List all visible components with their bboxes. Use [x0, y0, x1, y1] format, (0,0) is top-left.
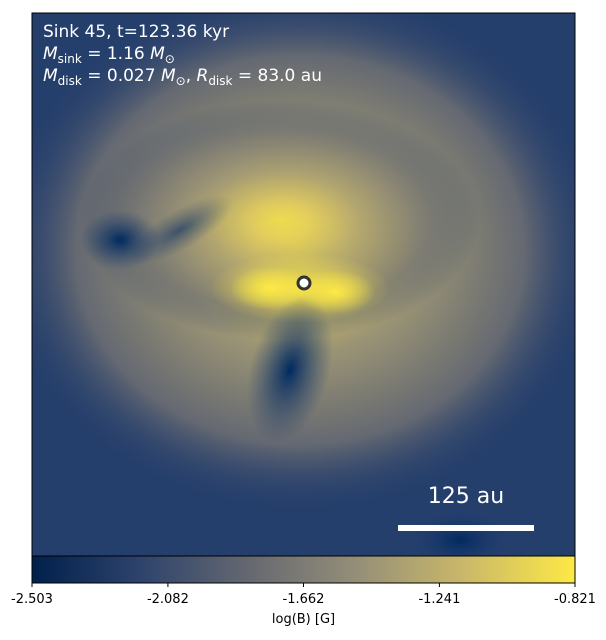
- annotation-part: disk: [208, 74, 232, 88]
- colorbar-tick-label: -2.503: [11, 592, 53, 607]
- annotation-part: = 1.16: [82, 44, 150, 64]
- annotation-part: = 83.0 au: [232, 66, 322, 86]
- annotation-part: = 0.027: [82, 66, 161, 86]
- colorbar: [31, 555, 576, 584]
- sink-marker: [296, 275, 312, 291]
- colorbar-tick-label: -1.662: [283, 592, 325, 607]
- annotation-part: disk: [58, 74, 82, 88]
- colorbar-tick-label: -0.821: [554, 592, 596, 607]
- annotation-part: M: [161, 66, 176, 86]
- annotation-part: Sink 45, t=123.36 kyr: [43, 22, 229, 42]
- annotation-part: ⊙: [176, 74, 186, 88]
- field-map: [32, 13, 575, 556]
- annotation-part: ⊙: [165, 52, 175, 66]
- colorbar-label: log(B) [G]: [272, 612, 335, 627]
- colorbar-tick-label: -2.082: [147, 592, 189, 607]
- annotation: Msink = 1.16 M⊙: [43, 44, 175, 66]
- colorbar-tick-label: -1.241: [418, 592, 460, 607]
- annotation-part: M: [43, 44, 58, 64]
- annotation: Mdisk = 0.027 M⊙, Rdisk = 83.0 au: [43, 66, 322, 88]
- annotation-part: ,: [186, 66, 197, 86]
- annotation-part: sink: [58, 52, 82, 66]
- annotation: Sink 45, t=123.36 kyr: [43, 22, 229, 42]
- scale-bar-label: 125 au: [428, 484, 504, 509]
- annotation-part: M: [150, 44, 165, 64]
- annotation-part: R: [197, 66, 209, 86]
- annotation-part: M: [43, 66, 58, 86]
